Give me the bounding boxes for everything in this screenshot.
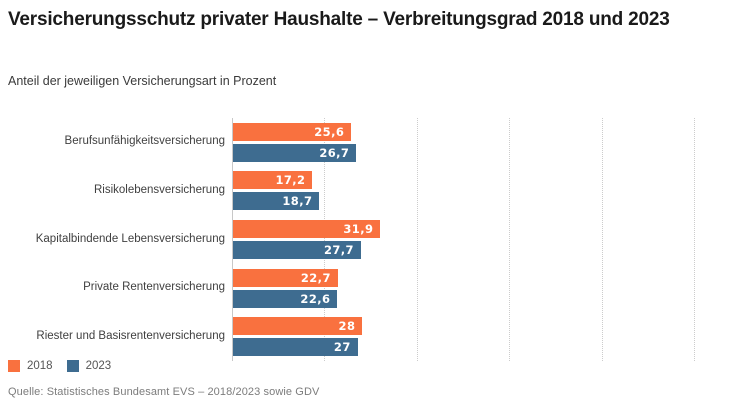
bar-value-label: 22,7 <box>300 270 331 285</box>
bar-value-label: 26,7 <box>319 145 350 160</box>
bar-groups: 25,6 26,7 17,2 18,7 31,9 27,7 22,7 22,6 28 27 <box>233 118 695 361</box>
gridline <box>694 118 695 361</box>
bar-group: 25,6 26,7 <box>233 118 695 167</box>
bar-value-label: 17,2 <box>275 173 306 188</box>
legend-label: 2023 <box>85 360 112 372</box>
legend-swatch-2023 <box>66 360 79 372</box>
gridline <box>601 118 603 361</box>
bar-2023: 18,7 <box>233 192 320 211</box>
bar-2023: 26,7 <box>233 143 357 162</box>
bar-value-label: 18,7 <box>282 194 313 209</box>
bar-2023: 27 <box>233 338 358 357</box>
category-label: Berufsunfähigkeitsversicherung <box>64 135 225 148</box>
bar-group: 28 27 <box>233 312 695 361</box>
bar-2018: 28 <box>233 317 363 336</box>
source-note: Quelle: Statistisches Bundesamt EVS – 20… <box>8 386 320 398</box>
bar-value-label: 28 <box>338 319 356 334</box>
bar-group: 31,9 27,7 <box>233 215 695 264</box>
bar-2023: 22,6 <box>233 289 338 308</box>
bar-value-label: 31,9 <box>343 221 374 236</box>
legend-label: 2018 <box>27 360 53 372</box>
bar-chart: Berufsunfähigkeitsversicherung Risikolebe… <box>0 118 700 361</box>
category-label: Kapitalbindende Lebensversicherung <box>35 232 225 245</box>
gridline <box>416 118 418 361</box>
legend-item-2023: 2023 <box>66 360 112 372</box>
bar-2018: 25,6 <box>233 122 352 141</box>
legend-item-2018: 2018 <box>8 360 53 372</box>
bar-value-label: 25,6 <box>314 124 345 139</box>
bar-2023: 27,7 <box>233 240 361 259</box>
bar-2018: 22,7 <box>233 268 338 287</box>
gridline <box>509 118 511 361</box>
bar-group: 22,7 22,6 <box>233 264 695 313</box>
category-label: Riester und Basisrentenversicherung <box>36 329 225 342</box>
chart-title: Versicherungsschutz privater Haushalte –… <box>8 9 670 30</box>
bar-2018: 17,2 <box>233 171 313 190</box>
chart-subtitle: Anteil der jeweiligen Versicherungsart i… <box>8 74 277 88</box>
category-labels: Berufsunfähigkeitsversicherung Risikolebe… <box>0 118 232 361</box>
bar-value-label: 22,6 <box>300 291 331 306</box>
bar-2018: 31,9 <box>233 219 381 238</box>
legend-swatch-2018 <box>8 360 20 372</box>
category-label: Risikolebensversicherung <box>93 183 225 196</box>
legend: 2018 2023 <box>8 360 111 372</box>
category-label: Private Rentenversicherung <box>83 281 225 294</box>
bar-group: 17,2 18,7 <box>233 167 695 216</box>
plot-area: 25,6 26,7 17,2 18,7 31,9 27,7 22,7 22,6 28 27 <box>232 118 695 361</box>
gridline <box>324 118 326 361</box>
bar-value-label: 27,7 <box>323 242 354 257</box>
bar-value-label: 27 <box>333 340 351 355</box>
